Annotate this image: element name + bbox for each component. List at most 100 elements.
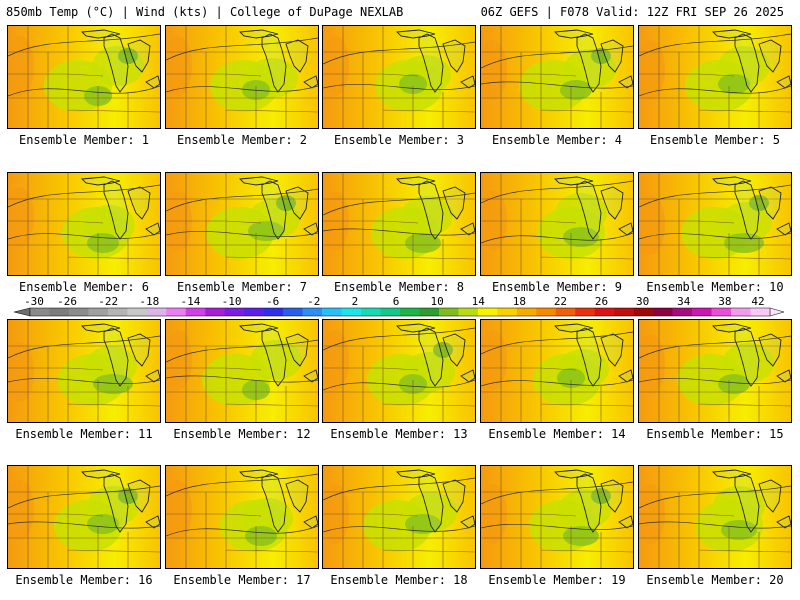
wind-streamline	[8, 184, 160, 240]
map-canvas	[639, 173, 791, 275]
colorbar-swatch	[30, 308, 50, 316]
map-canvas	[166, 26, 318, 128]
ensemble-member-label: Ensemble Member: 11	[15, 427, 153, 441]
colorbar-tick-label: -14	[181, 295, 201, 308]
colorbar-tick-label: -6	[266, 295, 279, 308]
colorbar-swatch	[127, 308, 148, 316]
colorbar-tick-label: -30	[24, 295, 44, 308]
temperature-region	[8, 480, 34, 540]
state-borders	[481, 320, 633, 422]
ensemble-member-map	[322, 25, 476, 129]
map-canvas	[323, 173, 475, 275]
map-canvas	[639, 466, 791, 568]
colorbar-tick-label: 42	[751, 295, 764, 308]
map-canvas	[481, 320, 633, 422]
ensemble-member-map	[322, 465, 476, 569]
ensemble-member-label: Ensemble Member: 1	[18, 133, 150, 147]
ensemble-member-label: Ensemble Member: 10	[646, 280, 784, 294]
ensemble-member-map	[480, 465, 634, 569]
colorbar-swatch	[322, 308, 342, 316]
colorbar-swatch	[731, 308, 751, 316]
colorbar-swatch	[555, 308, 576, 316]
colorbar-swatch	[575, 308, 596, 316]
ensemble-member-label: Ensemble Member: 3	[333, 133, 465, 147]
ensemble-member-map	[480, 319, 634, 423]
temperature-region	[250, 340, 302, 380]
wind-streamline	[639, 335, 791, 385]
ensemble-member-map	[638, 25, 792, 129]
ensemble-member-map	[638, 172, 792, 276]
colorbar-swatch	[341, 308, 362, 316]
colorbar-tick-label: -2	[307, 295, 320, 308]
colorbar-swatch	[49, 308, 70, 316]
temperature-region	[718, 74, 750, 94]
map-title: 850mb Temp (°C) | Wind (kts) | College o…	[6, 5, 404, 19]
great-lakes-outline	[396, 469, 475, 533]
ensemble-member-map	[638, 319, 792, 423]
ensemble-member-label: Ensemble Member: 2	[176, 133, 308, 147]
ensemble-member-label: Ensemble Member: 18	[330, 573, 468, 587]
wind-streamline	[166, 188, 318, 238]
great-lakes-outline	[239, 176, 318, 240]
wind-streamline	[481, 481, 633, 531]
state-borders	[166, 466, 318, 568]
state-borders	[323, 26, 475, 128]
state-borders	[481, 466, 633, 568]
wind-streamline	[166, 37, 318, 93]
colorbar-swatch	[302, 308, 323, 316]
ensemble-member-map	[322, 319, 476, 423]
great-lakes-outline	[712, 323, 791, 387]
wind-streamline	[481, 180, 633, 244]
state-borders	[8, 173, 160, 275]
colorbar-swatch	[283, 308, 303, 316]
great-lakes-outline	[396, 29, 475, 93]
temperature-region	[87, 233, 119, 253]
colorbar-border	[29, 307, 771, 317]
colorbar-swatch	[419, 308, 440, 316]
ensemble-member-label: Ensemble Member: 15	[646, 427, 784, 441]
great-lakes-outline	[554, 469, 633, 533]
ensemble-member-label: Ensemble Member: 7	[176, 280, 308, 294]
state-borders	[166, 320, 318, 422]
temperature-colorbar: -30 -26 -22 -18 -14 -10 -6 -2 2 6 10 14 18 22 26 30 34 38…	[0, 294, 800, 324]
temperature-region	[563, 227, 599, 247]
colorbar-tick-label: -10	[222, 295, 242, 308]
great-lakes-outline	[712, 176, 791, 240]
colorbar-swatch	[516, 308, 537, 316]
temperature-region	[481, 330, 507, 390]
temperature-region	[555, 193, 607, 233]
colorbar-swatch	[224, 308, 245, 316]
wind-streamline	[639, 485, 791, 529]
colorbar-tick-label: -22	[98, 295, 118, 308]
temperature-region	[639, 195, 665, 255]
great-lakes-outline	[81, 176, 160, 240]
temperature-region	[639, 40, 665, 100]
colorbar-swatch	[477, 308, 498, 316]
ensemble-member-label: Ensemble Member: 20	[646, 573, 784, 587]
temperature-region	[166, 480, 192, 540]
map-canvas	[323, 26, 475, 128]
colorbar-swatch	[244, 308, 264, 316]
map-canvas	[166, 173, 318, 275]
ensemble-member-map	[7, 172, 161, 276]
wind-streamline	[323, 41, 475, 91]
state-borders	[481, 26, 633, 128]
ensemble-member-label: Ensemble Member: 16	[15, 573, 153, 587]
colorbar-swatch	[88, 308, 109, 316]
colorbar-swatch	[400, 308, 420, 316]
state-borders	[323, 466, 475, 568]
colorbar-max-arrow	[769, 307, 785, 317]
colorbar-tick-label: 22	[554, 295, 567, 308]
wind-streamline	[8, 485, 160, 529]
map-canvas	[166, 466, 318, 568]
map-canvas	[8, 466, 160, 568]
colorbar-swatch	[380, 308, 401, 316]
ensemble-member-map	[7, 465, 161, 569]
colorbar-swatch	[633, 308, 654, 316]
map-canvas	[8, 26, 160, 128]
ensemble-member-map	[480, 25, 634, 129]
ensemble-member-map	[7, 25, 161, 129]
state-borders	[639, 466, 791, 568]
temperature-region	[722, 343, 774, 383]
temperature-region	[248, 221, 284, 241]
